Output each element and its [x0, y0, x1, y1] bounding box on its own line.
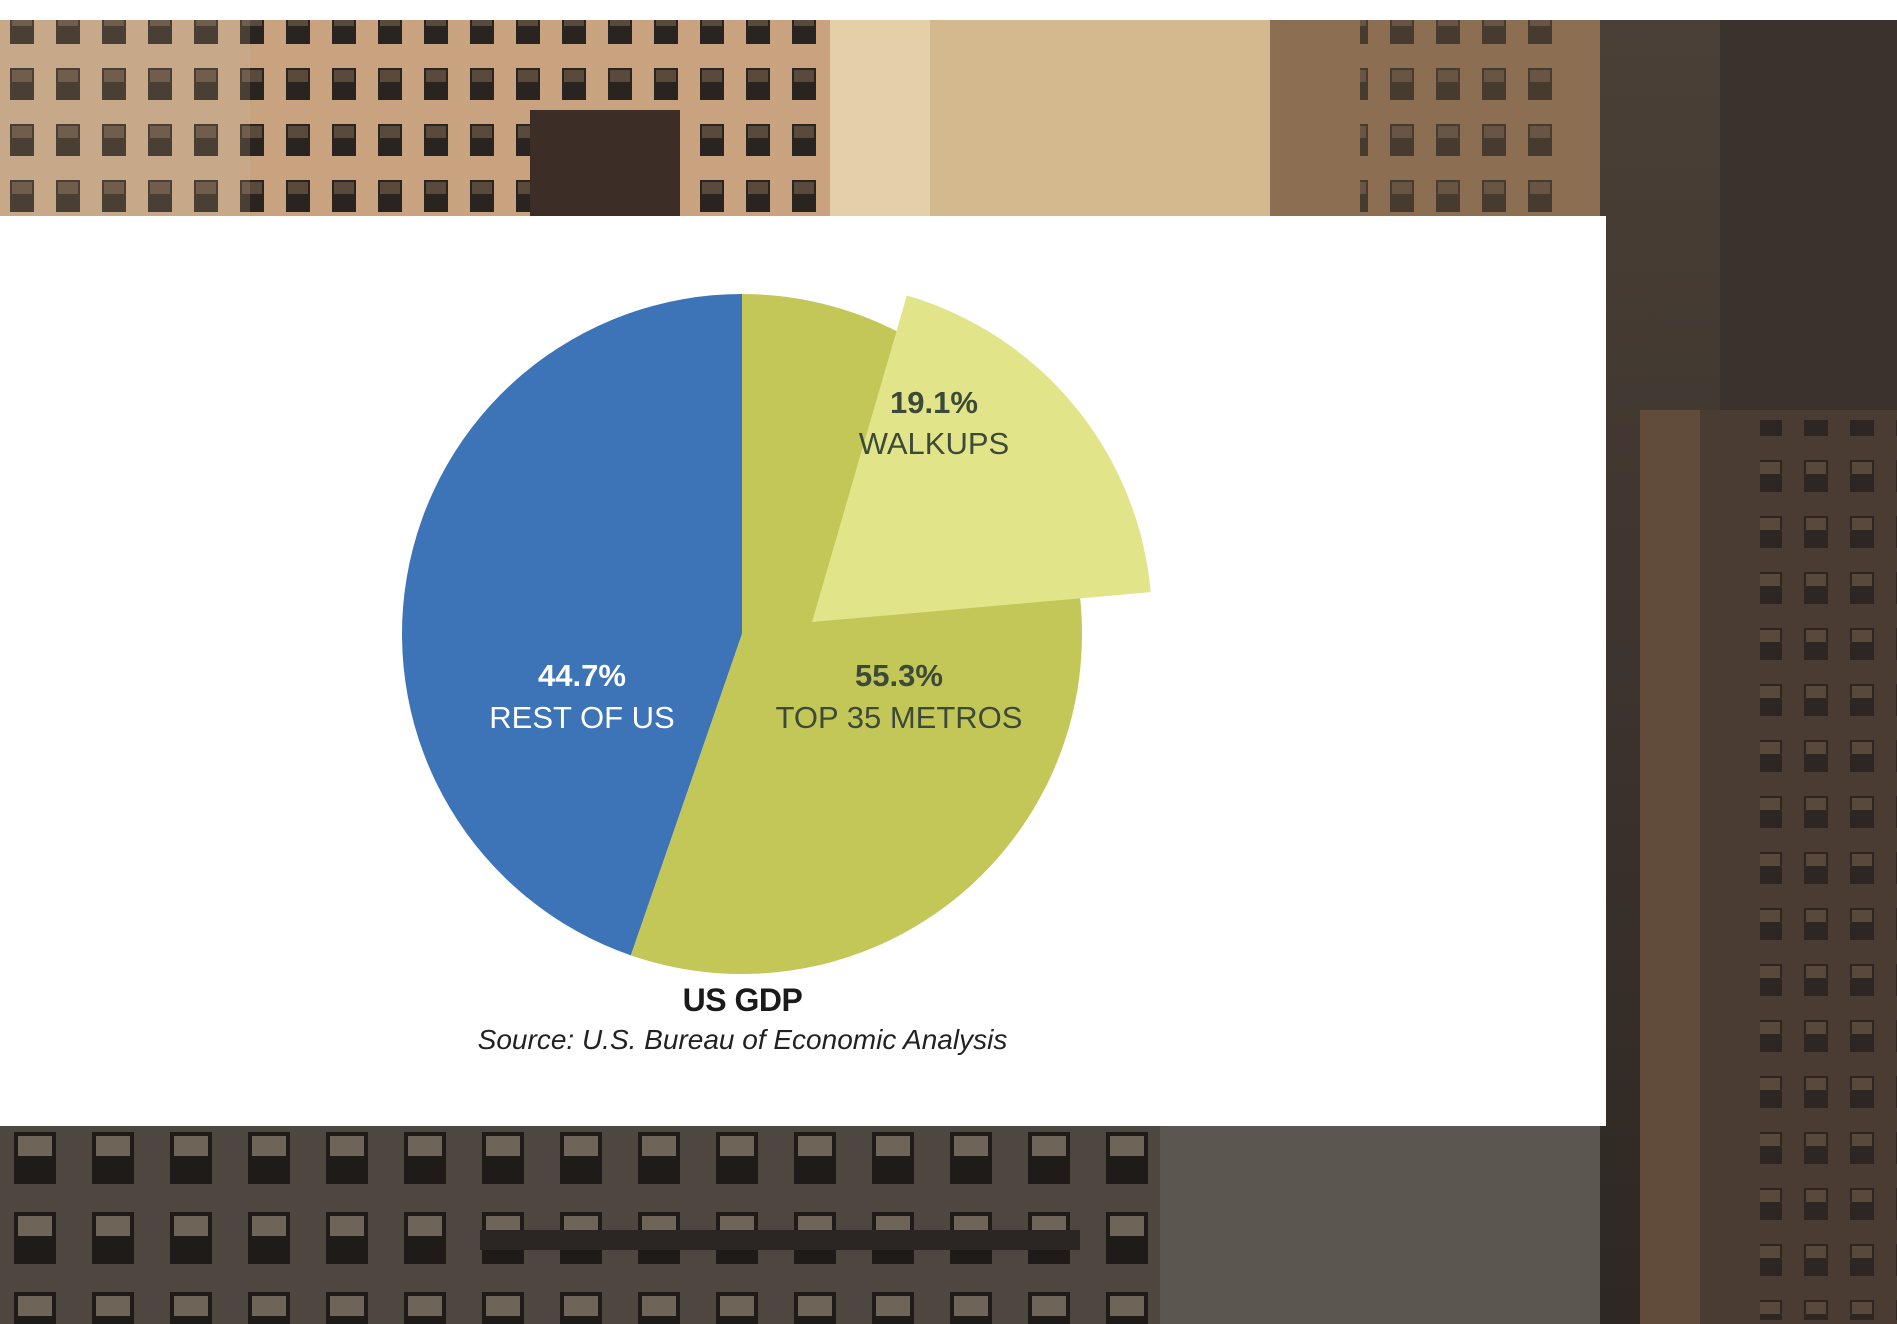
- chart-title: US GDP: [682, 982, 803, 1018]
- label-walkups-name: WALKUPS: [859, 426, 1009, 461]
- label-metros-name: TOP 35 METROS: [776, 700, 1023, 735]
- slice-rest-of-us: [401, 294, 742, 956]
- chart-source: Source: U.S. Bureau of Economic Analysis: [477, 1024, 1008, 1055]
- pie-chart: 44.7% REST OF US 55.3% TOP 35 METROS 19.…: [401, 294, 1151, 974]
- label-metros-pct: 55.3%: [855, 658, 943, 693]
- chart-panel: 44.7% REST OF US 55.3% TOP 35 METROS 19.…: [0, 216, 1606, 1126]
- label-walkups-pct: 19.1%: [890, 385, 978, 420]
- label-rest-name: REST OF US: [489, 700, 674, 735]
- label-rest-pct: 44.7%: [538, 658, 626, 693]
- slice-walkups: [812, 295, 1151, 622]
